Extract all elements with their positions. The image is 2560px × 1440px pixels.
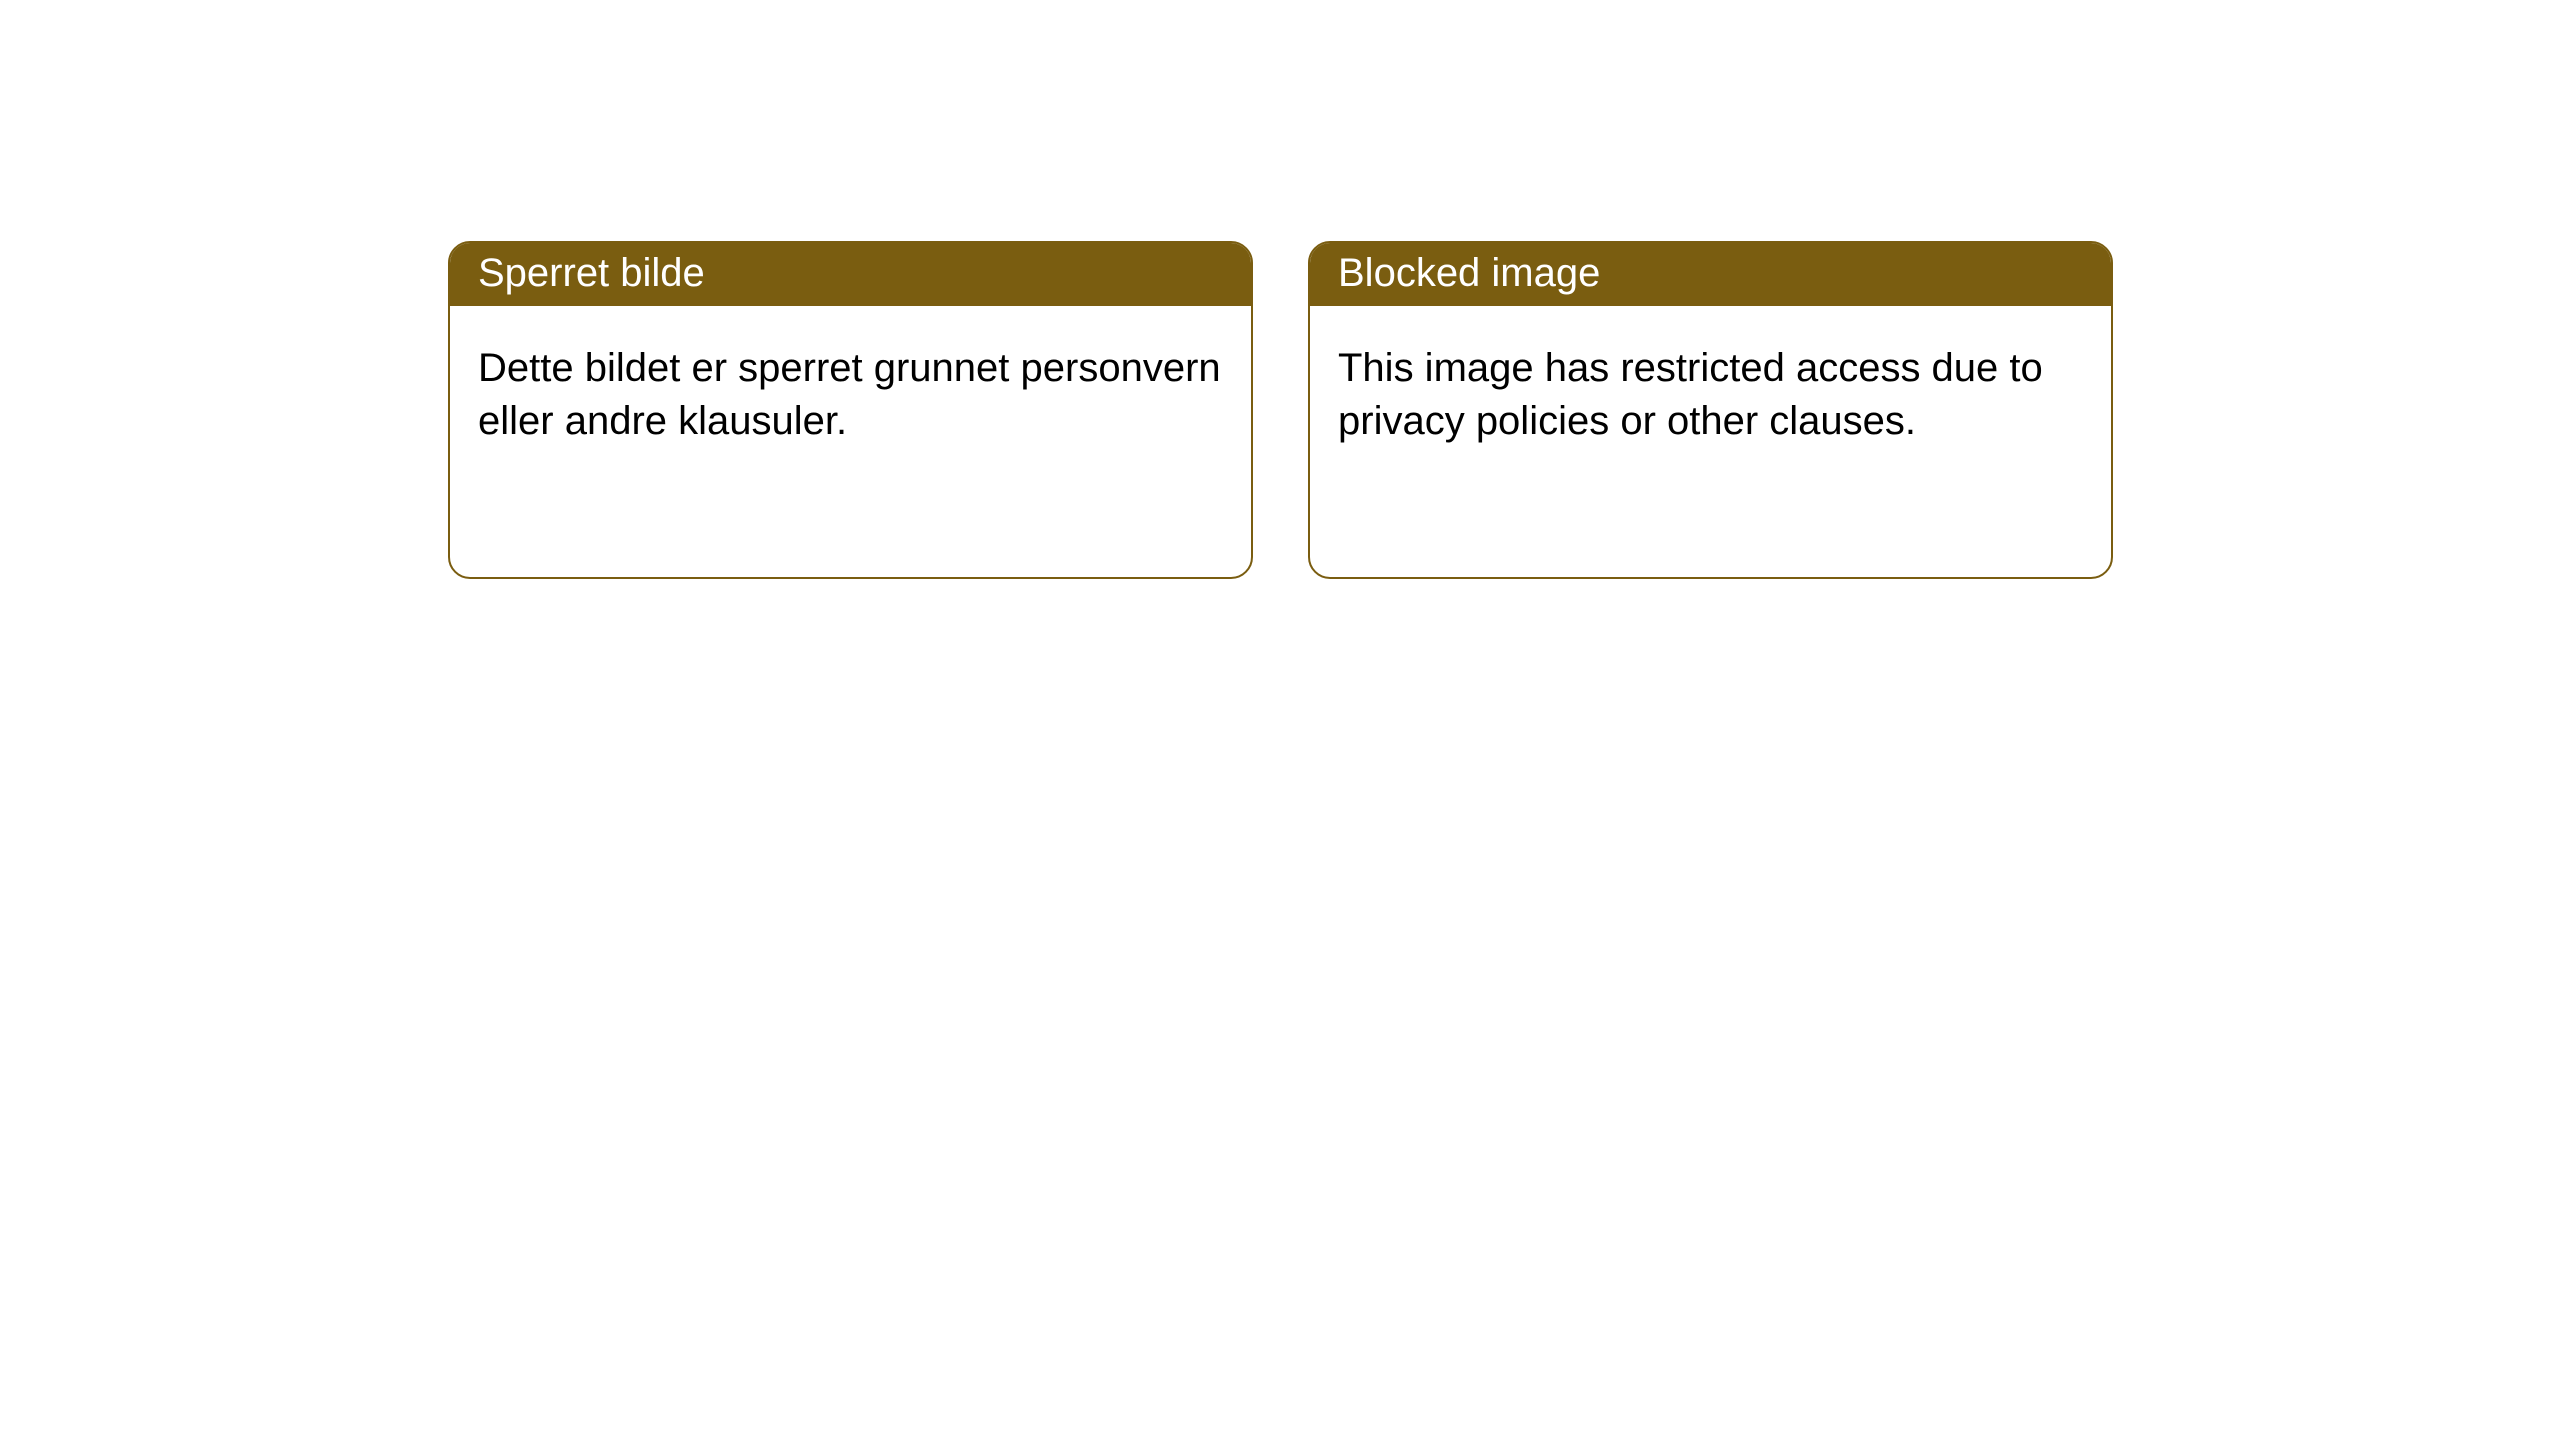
notice-cards-container: Sperret bilde Dette bildet er sperret gr… (448, 241, 2113, 579)
notice-card-title: Blocked image (1310, 243, 2111, 306)
notice-card-norwegian: Sperret bilde Dette bildet er sperret gr… (448, 241, 1253, 579)
notice-card-english: Blocked image This image has restricted … (1308, 241, 2113, 579)
notice-card-title: Sperret bilde (450, 243, 1251, 306)
notice-card-body: Dette bildet er sperret grunnet personve… (450, 306, 1251, 484)
notice-card-body: This image has restricted access due to … (1310, 306, 2111, 484)
